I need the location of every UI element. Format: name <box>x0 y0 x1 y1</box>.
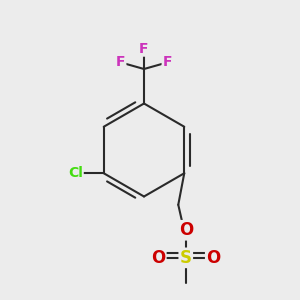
Text: O: O <box>151 249 165 267</box>
Text: F: F <box>139 42 149 56</box>
Text: O: O <box>206 249 220 267</box>
Text: F: F <box>116 56 125 69</box>
Text: Cl: Cl <box>68 166 83 180</box>
Text: O: O <box>178 221 193 239</box>
Text: F: F <box>163 56 172 69</box>
Text: S: S <box>180 249 192 267</box>
